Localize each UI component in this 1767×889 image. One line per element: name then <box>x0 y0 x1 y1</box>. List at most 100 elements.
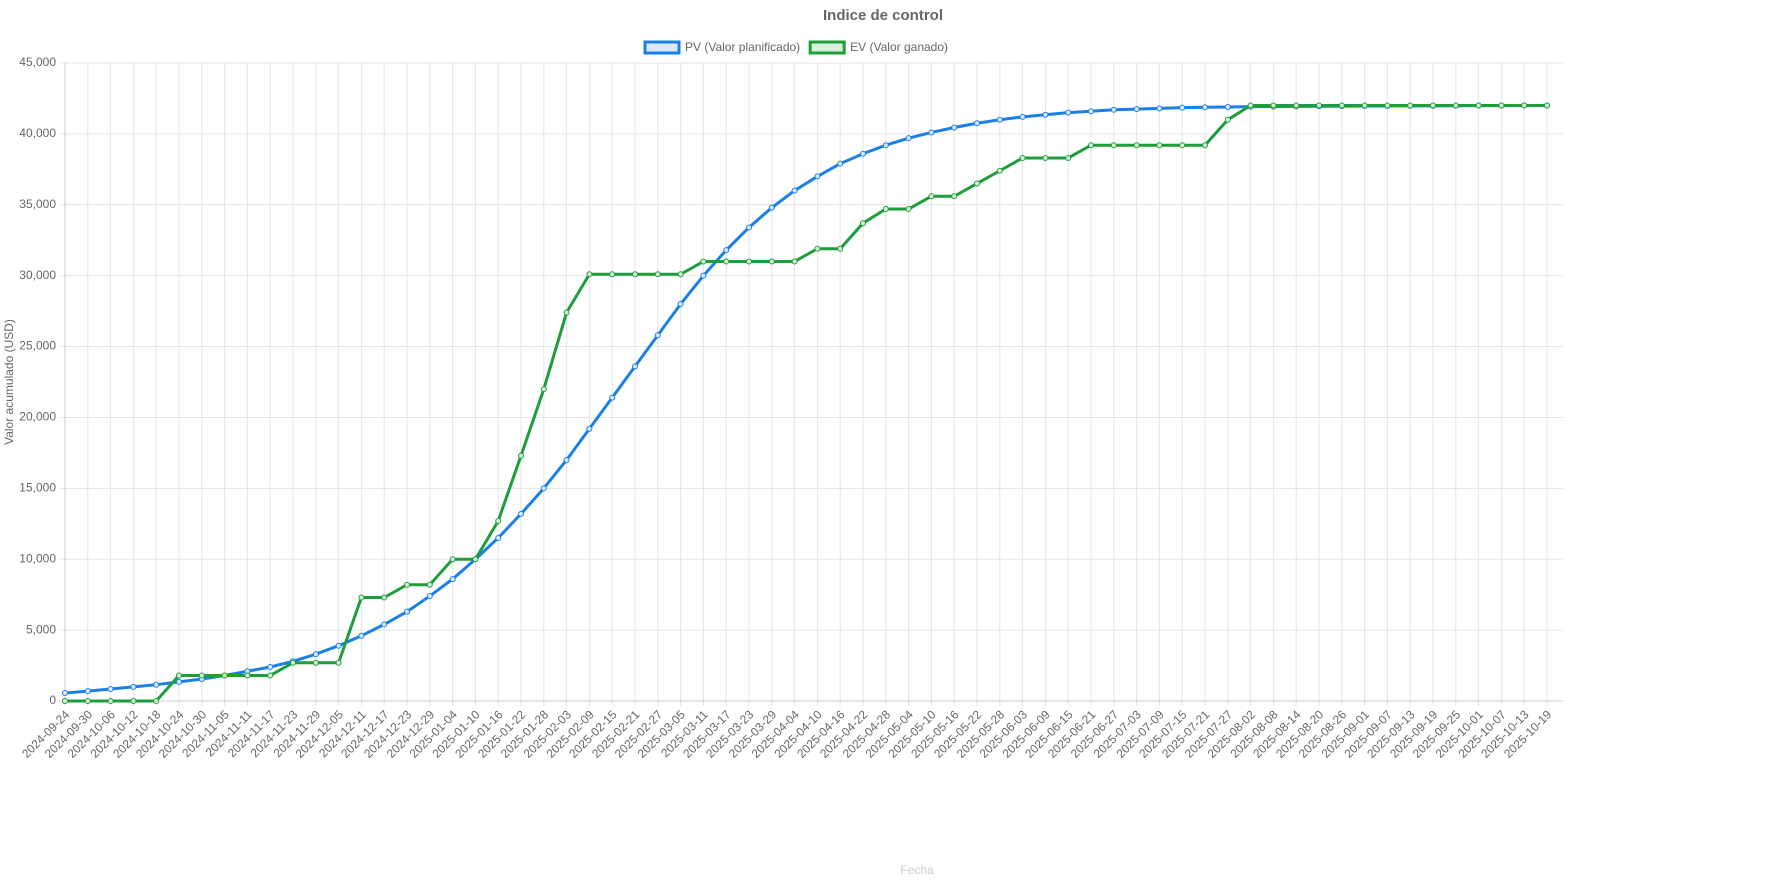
data-point <box>1521 102 1528 109</box>
data-point <box>563 456 570 463</box>
data-point <box>996 116 1003 123</box>
data-point <box>540 485 547 492</box>
y-tick-label: 0 <box>49 693 56 707</box>
series-line <box>64 104 1547 695</box>
data-point <box>951 193 958 200</box>
data-point <box>837 160 844 167</box>
data-point <box>540 386 547 393</box>
data-point <box>267 663 274 670</box>
data-point <box>1042 111 1049 118</box>
series-line <box>65 104 1547 703</box>
data-point <box>62 698 68 704</box>
data-point <box>130 683 137 690</box>
legend-label: EV (Valor ganado) <box>850 40 948 54</box>
data-point <box>312 659 319 666</box>
data-point <box>267 672 274 679</box>
data-point <box>518 510 524 517</box>
data-point <box>449 556 456 563</box>
data-point <box>677 301 684 308</box>
data-point <box>654 271 661 278</box>
data-point <box>882 206 889 213</box>
data-point <box>837 245 844 252</box>
data-point <box>153 698 160 704</box>
data-point <box>563 309 570 316</box>
data-point <box>723 258 730 265</box>
data-point <box>153 681 160 688</box>
data-point <box>746 224 752 231</box>
data-point <box>814 245 821 252</box>
data-point <box>860 150 866 157</box>
data-point <box>1179 104 1186 111</box>
data-point <box>426 593 433 600</box>
data-point <box>1065 154 1072 161</box>
data-point <box>723 247 730 254</box>
data-point <box>905 206 912 213</box>
data-point <box>335 659 342 666</box>
data-point <box>700 258 707 265</box>
data-point <box>609 394 616 401</box>
data-point <box>928 129 935 136</box>
data-point <box>974 120 980 127</box>
data-point <box>1407 102 1414 109</box>
data-point <box>62 690 68 697</box>
data-point <box>404 581 410 588</box>
data-point <box>1019 113 1026 120</box>
data-point <box>928 193 935 200</box>
data-point <box>1042 154 1049 161</box>
data-point <box>358 632 365 639</box>
data-point <box>335 642 342 649</box>
data-point <box>1110 142 1117 149</box>
y-tick-label: 20,000 <box>19 410 56 424</box>
data-point <box>1202 104 1208 111</box>
data-point <box>1270 102 1277 109</box>
data-point <box>1384 102 1391 109</box>
legend-label: PV (Valor planificado) <box>685 40 800 54</box>
data-point <box>1133 142 1140 149</box>
data-point <box>358 594 365 601</box>
data-point <box>1316 102 1322 109</box>
y-tick-label: 15,000 <box>19 481 56 495</box>
data-point <box>244 672 251 679</box>
data-point <box>1338 102 1345 109</box>
data-point <box>882 142 889 149</box>
data-point <box>1156 142 1163 149</box>
data-point <box>1498 102 1505 109</box>
x-axis-title: Fecha <box>900 863 934 877</box>
y-tick-label: 25,000 <box>19 339 56 353</box>
data-point <box>107 698 114 704</box>
y-tick-label: 45,000 <box>19 55 56 69</box>
data-point <box>951 124 958 131</box>
data-point <box>632 271 638 278</box>
data-point <box>700 272 707 279</box>
data-point <box>586 271 593 278</box>
data-point <box>1202 142 1208 149</box>
data-point <box>654 332 661 339</box>
data-point <box>290 659 296 666</box>
data-point <box>746 258 752 265</box>
y-tick-label: 40,000 <box>19 126 56 140</box>
data-point <box>905 135 912 142</box>
y-tick-label: 35,000 <box>19 197 56 211</box>
data-point <box>609 271 616 278</box>
data-point <box>1224 103 1231 110</box>
data-point <box>176 672 182 679</box>
data-point <box>1247 102 1254 109</box>
data-point <box>996 167 1003 174</box>
data-point <box>404 608 410 615</box>
data-point <box>1224 116 1231 123</box>
data-point <box>426 581 433 588</box>
data-point <box>1110 106 1117 113</box>
data-point <box>1475 102 1482 109</box>
chart-title: Indice de control <box>823 7 943 24</box>
data-point <box>791 258 798 265</box>
y-axis-title: Valor acumulado (USD) <box>2 319 16 445</box>
data-point <box>449 576 456 583</box>
data-point <box>974 180 980 187</box>
data-point <box>130 698 137 704</box>
data-point <box>814 173 821 180</box>
data-point <box>1133 106 1140 113</box>
data-point <box>1088 142 1094 149</box>
data-point <box>381 594 388 601</box>
y-tick-label: 30,000 <box>19 268 56 282</box>
legend-swatch <box>643 40 681 55</box>
